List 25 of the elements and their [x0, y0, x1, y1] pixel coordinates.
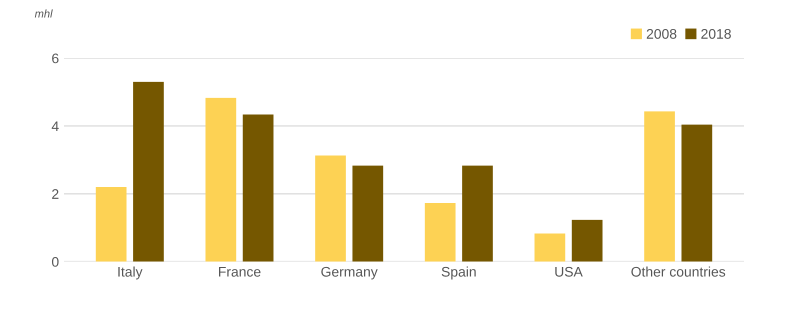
x-tick-label: France	[219, 267, 260, 277]
bar	[534, 233, 566, 262]
bar	[462, 166, 493, 262]
bar	[424, 202, 456, 262]
bar	[644, 111, 675, 262]
bar	[681, 124, 712, 262]
bar	[242, 114, 274, 262]
y-tick-label: 4	[52, 121, 59, 132]
legend-label: 2008	[646, 28, 676, 39]
x-tick-label: Italy	[118, 266, 143, 280]
bar	[96, 187, 127, 262]
x-tick-label: Other countries	[631, 266, 726, 277]
y-tick-label: 0	[52, 256, 59, 267]
y-axis-title: mhl	[34, 9, 53, 18]
bar	[572, 220, 603, 262]
y-tick-label: 6	[52, 53, 59, 64]
bar	[205, 98, 236, 262]
x-tick-label: USA	[555, 266, 583, 277]
bar	[352, 166, 384, 262]
x-tick-label: Germany	[321, 266, 378, 280]
bar	[133, 82, 164, 262]
y-tick-label: 2	[52, 189, 58, 199]
x-tick-label: Spain	[442, 266, 476, 280]
bar	[315, 155, 346, 262]
legend-label: 2018	[701, 28, 731, 39]
